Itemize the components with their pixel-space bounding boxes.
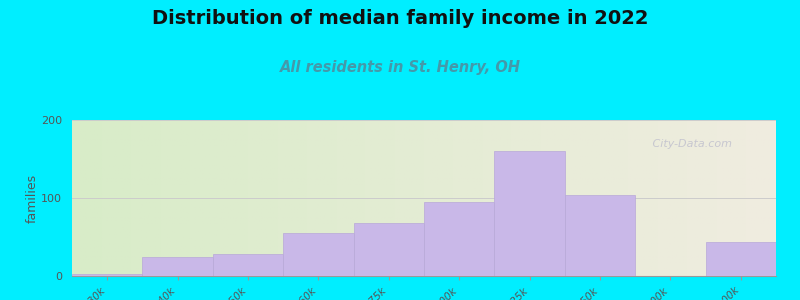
Text: Distribution of median family income in 2022: Distribution of median family income in … (152, 9, 648, 28)
Bar (283, 233, 354, 276)
Bar (354, 223, 424, 276)
Bar (424, 202, 494, 276)
Text: All residents in St. Henry, OH: All residents in St. Henry, OH (279, 60, 521, 75)
Bar (706, 242, 776, 276)
Y-axis label: families: families (26, 173, 38, 223)
Bar (494, 151, 565, 276)
Bar (565, 195, 635, 276)
Text: City-Data.com: City-Data.com (650, 139, 732, 149)
Bar (72, 274, 142, 276)
Bar (142, 256, 213, 276)
Bar (213, 254, 283, 276)
